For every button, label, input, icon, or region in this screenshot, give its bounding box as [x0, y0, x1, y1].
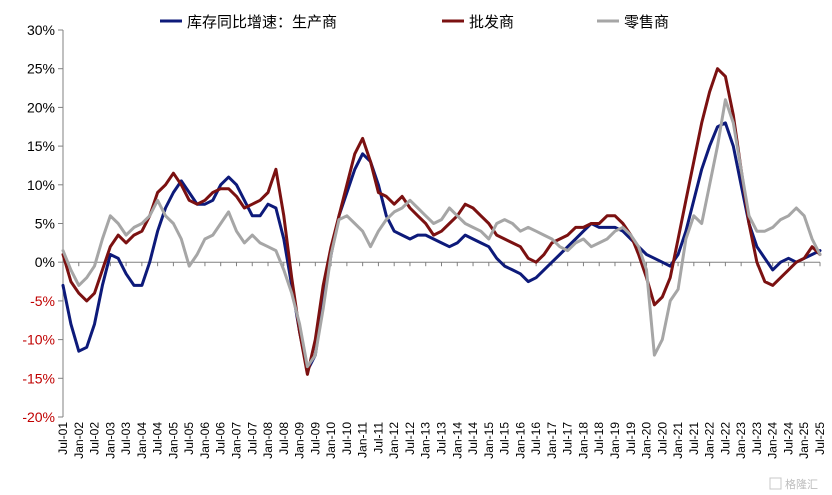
- x-tick-label: Jan-13: [419, 422, 433, 459]
- x-tick-label: Jan-07: [229, 422, 243, 459]
- x-tick-label: Jan-21: [671, 422, 685, 459]
- x-tick-label: Jan-12: [387, 422, 401, 459]
- x-tick-label: Jul-07: [245, 422, 259, 455]
- series-line-2: [61, 67, 822, 376]
- y-tick-label: -5%: [30, 293, 55, 309]
- x-axis: Jul-01 Jan-02 Jul-02 Jan-03 Jul-03 Jan-04 Jul-…: [56, 261, 827, 459]
- x-tick-label: Jan-14: [450, 422, 464, 459]
- x-tick-label: Jan-25: [797, 422, 811, 459]
- x-tick-label: Jan-23: [734, 422, 748, 459]
- x-tick-label: Jul-08: [277, 422, 291, 455]
- x-tick-label: Jul-14: [466, 422, 480, 455]
- x-tick-label: Jul-22: [718, 422, 732, 455]
- watermark: 格隆汇: [769, 477, 818, 491]
- y-tick-label: 25%: [27, 61, 55, 77]
- x-tick-label: Jul-15: [498, 422, 512, 455]
- watermark-text: 格隆汇: [785, 477, 818, 491]
- series-line-1: [61, 121, 822, 373]
- x-tick-label: Jul-23: [750, 422, 764, 455]
- x-tick-label: Jan-20: [640, 422, 654, 459]
- x-tick-label: Jan-05: [166, 422, 180, 459]
- x-tick-label: Jul-01: [56, 422, 70, 455]
- x-tick-label: Jan-24: [766, 422, 780, 459]
- legend-label: 库存同比增速：生产商: [187, 13, 337, 31]
- series-line-3: [61, 98, 822, 369]
- x-tick-label: Jul-25: [813, 422, 827, 455]
- y-tick-label: 20%: [27, 99, 55, 115]
- x-tick-label: Jan-19: [608, 422, 622, 459]
- x-tick-label: Jul-20: [655, 422, 669, 455]
- x-tick-label: Jul-04: [151, 422, 165, 455]
- x-tick-label: Jul-17: [561, 422, 575, 455]
- y-tick-label: 10%: [27, 177, 55, 193]
- x-tick-label: Jan-16: [513, 422, 527, 459]
- x-tick-label: Jul-12: [403, 422, 417, 455]
- x-tick-label: Jan-02: [72, 422, 86, 459]
- x-tick-label: Jul-16: [529, 422, 543, 455]
- x-tick-label: Jul-03: [119, 422, 133, 455]
- x-tick-label: Jan-18: [576, 422, 590, 459]
- x-tick-label: Jan-04: [135, 422, 149, 459]
- y-tick-label: -20%: [22, 409, 55, 425]
- x-tick-label: Jan-11: [356, 422, 370, 458]
- y-tick-label: 30%: [27, 22, 55, 38]
- x-tick-label: Jul-19: [624, 422, 638, 455]
- x-tick-label: Jan-09: [293, 422, 307, 459]
- x-tick-label: Jan-03: [103, 422, 117, 459]
- x-tick-label: Jan-06: [198, 422, 212, 459]
- y-axis: 30% 25% 20% 15% 10% 5% 0% -5% -10% -15% -20%: [22, 22, 64, 425]
- x-tick-label: Jan-10: [324, 422, 338, 459]
- y-tick-label: -15%: [22, 370, 55, 386]
- legend-label: 批发商: [469, 13, 514, 31]
- x-tick-label: Jul-13: [435, 422, 449, 455]
- x-tick-label: Jul-02: [88, 422, 102, 455]
- x-tick-label: Jul-11: [371, 422, 385, 454]
- x-tick-label: Jul-09: [308, 422, 322, 455]
- legend-label: 零售商: [624, 13, 669, 31]
- legend: 库存同比增速：生产商 批发商 零售商: [160, 13, 669, 31]
- x-tick-label: Jan-22: [703, 422, 717, 459]
- x-tick-label: Jul-06: [214, 422, 228, 455]
- y-tick-label: -10%: [22, 332, 55, 348]
- x-tick-label: Jul-10: [340, 422, 354, 455]
- x-tick-label: Jan-17: [545, 422, 559, 459]
- series-layer: [61, 67, 822, 376]
- watermark-logo-icon: [769, 477, 782, 490]
- x-tick-label: Jul-05: [182, 422, 196, 455]
- x-tick-label: Jan-15: [482, 422, 496, 459]
- y-tick-label: 5%: [35, 216, 55, 232]
- y-tick-label: 0%: [35, 254, 55, 270]
- x-tick-label: Jul-24: [781, 422, 795, 455]
- x-tick-label: Jul-21: [687, 422, 701, 455]
- y-tick-label: 15%: [27, 138, 55, 154]
- x-tick-label: Jul-18: [592, 422, 606, 455]
- x-tick-label: Jan-08: [261, 422, 275, 459]
